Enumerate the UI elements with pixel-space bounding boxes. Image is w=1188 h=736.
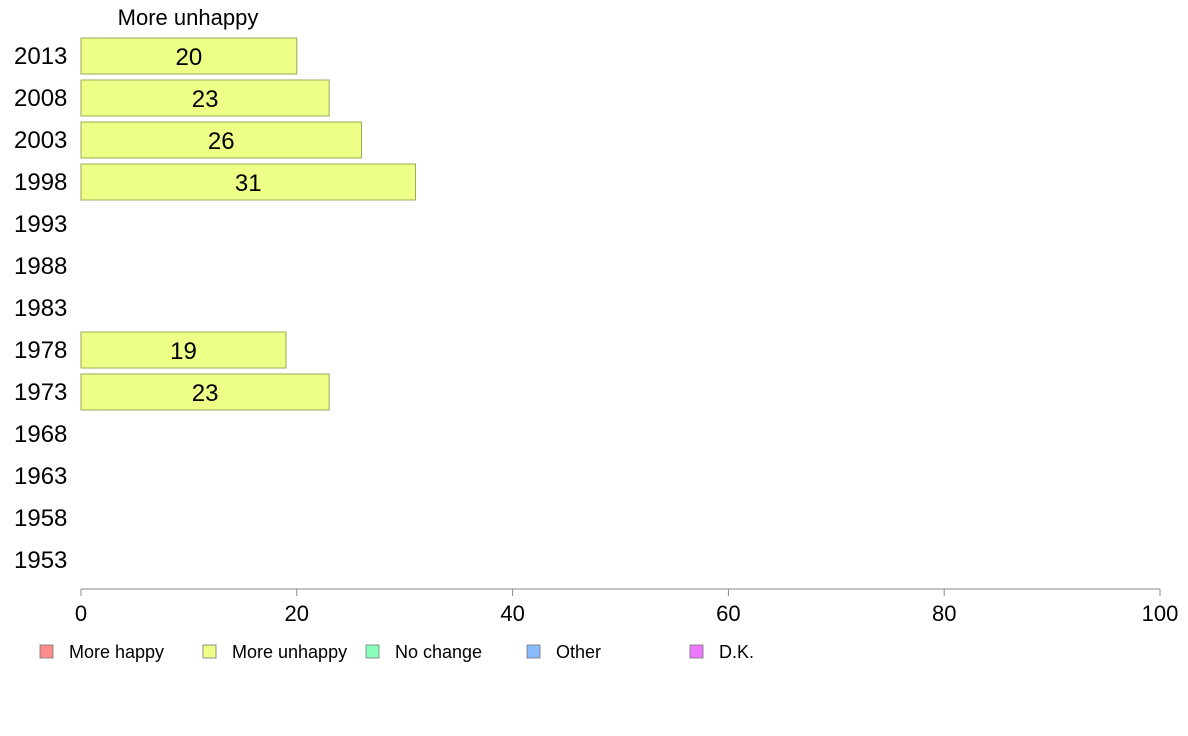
x-tick-label-20: 20	[285, 601, 309, 626]
bar-2013	[80, 37, 298, 75]
data-label-1998: 31	[235, 170, 262, 197]
bar-2008	[80, 79, 330, 117]
category-label-1973: 1973	[14, 379, 67, 406]
category-label-1993: 1993	[14, 211, 67, 238]
x-tick-label-40: 40	[500, 601, 524, 626]
legend-label-more-unhappy: More unhappy	[232, 642, 347, 662]
x-tick-label-0: 0	[75, 601, 87, 626]
legend: More happy More unhappy No change Other D.K.	[39, 642, 754, 662]
legend-swatch-more-happy	[39, 644, 54, 659]
category-label-1968: 1968	[14, 421, 67, 448]
data-label-2013: 20	[176, 44, 203, 71]
legend-label-no-change: No change	[395, 642, 482, 662]
bar-2003	[80, 121, 363, 159]
legend-label-d-k: D.K.	[719, 642, 754, 662]
bar-1998	[80, 163, 416, 201]
x-tick-label-100: 100	[1142, 601, 1179, 626]
x-tick-label-80: 80	[932, 601, 956, 626]
category-labels: 2013 2008 2003 1998 1993 1988 1983 1978 1973 1968…	[14, 43, 67, 574]
data-label-1978: 19	[170, 338, 197, 365]
data-label-2003: 26	[208, 128, 235, 155]
data-label-1973: 23	[192, 380, 219, 407]
category-label-1983: 1983	[14, 295, 67, 322]
category-label-1963: 1963	[14, 463, 67, 490]
category-label-1998: 1998	[14, 169, 67, 196]
data-label-2008: 23	[192, 86, 219, 113]
legend-swatch-more-unhappy	[202, 644, 217, 659]
legend-swatch-d-k	[689, 644, 704, 659]
legend-swatch-other	[526, 644, 541, 659]
legend-swatch-no-change	[365, 644, 380, 659]
category-label-1958: 1958	[14, 505, 67, 532]
legend-label-more-happy: More happy	[69, 642, 164, 662]
chart-title: More unhappy	[118, 5, 259, 30]
category-label-2013: 2013	[14, 43, 67, 70]
category-label-1988: 1988	[14, 253, 67, 280]
x-tick-label-60: 60	[716, 601, 740, 626]
bar-1973	[80, 373, 330, 411]
category-label-2003: 2003	[14, 127, 67, 154]
bar-1978	[80, 331, 287, 369]
x-axis: 0 20 40 60 80 100	[75, 588, 1179, 626]
category-label-1978: 1978	[14, 337, 67, 364]
category-label-1953: 1953	[14, 547, 67, 574]
legend-label-other: Other	[556, 642, 601, 662]
category-label-2008: 2008	[14, 85, 67, 112]
